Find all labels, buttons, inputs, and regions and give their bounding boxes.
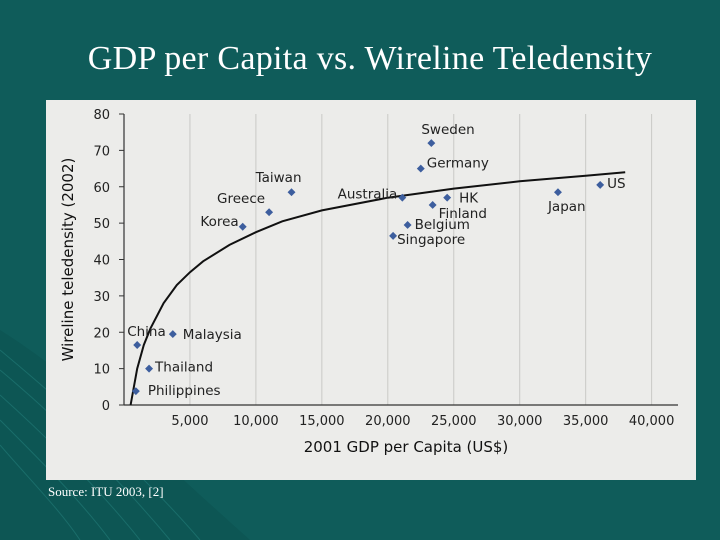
- data-point-label: Belgium: [415, 217, 470, 233]
- x-tick-label: 10,000: [233, 414, 279, 429]
- source-note: Source: ITU 2003, [2]: [48, 484, 164, 499]
- scatter-chart: 5,000 10,000 15,000 20,000 25,000 30,000 35,00…: [59, 108, 678, 456]
- data-point-label: Thailand: [154, 360, 213, 376]
- data-point-marker: [427, 139, 436, 148]
- data-point-marker: [287, 188, 296, 197]
- data-point-marker: [443, 193, 452, 202]
- y-tick-label: 50: [93, 217, 110, 232]
- data-point-marker: [145, 364, 154, 373]
- data-point-label: Taiwan: [255, 170, 302, 186]
- data-point-marker: [133, 341, 142, 349]
- y-tick-label: 0: [102, 399, 110, 414]
- data-point-marker: [389, 231, 398, 240]
- y-tick-label: 60: [93, 181, 110, 196]
- y-tick-label: 40: [93, 254, 110, 269]
- y-tick-label: 10: [93, 363, 110, 378]
- data-point-marker: [428, 200, 437, 209]
- data-point-marker: [265, 208, 274, 217]
- y-tick-label: 30: [93, 290, 110, 305]
- x-tick-label: 30,000: [497, 414, 543, 429]
- data-point-label: Australia: [338, 187, 398, 203]
- data-point-marker: [168, 330, 177, 339]
- y-tick-label: 20: [93, 326, 110, 341]
- x-axis-title: 2001 GDP per Capita (US$): [304, 438, 509, 456]
- data-point-marker: [238, 222, 247, 231]
- trend-line: [129, 171, 626, 406]
- x-tick-label: 15,000: [299, 414, 345, 429]
- data-point-marker: [416, 164, 425, 173]
- x-tick-label: 35,000: [563, 414, 609, 429]
- data-point-label: HK: [459, 191, 479, 207]
- y-tick-label: 70: [93, 144, 110, 159]
- y-axis-title: Wireline teledensity (2002): [59, 158, 77, 362]
- data-point-label: Singapore: [397, 232, 465, 248]
- y-tick-label: 80: [93, 108, 110, 123]
- data-point-marker: [596, 180, 605, 189]
- data-point-marker: [403, 220, 412, 229]
- data-point-label: Japan: [547, 199, 586, 215]
- data-point-label: Germany: [427, 156, 489, 172]
- data-point-label: Sweden: [421, 122, 474, 138]
- x-tick-label: 5,000: [171, 414, 208, 429]
- data-point-label: Korea: [200, 214, 238, 230]
- data-point-label: Greece: [217, 191, 265, 207]
- data-point-label: Philippines: [148, 383, 221, 399]
- data-point-label: China: [127, 324, 166, 340]
- data-point-label: Finland: [439, 206, 487, 222]
- x-tick-label: 20,000: [365, 414, 411, 429]
- x-tick-label: 25,000: [431, 414, 477, 429]
- x-tick-label: 40,000: [629, 414, 675, 429]
- data-point-label: Malaysia: [183, 327, 242, 343]
- data-point-marker: [554, 188, 562, 197]
- slide-title: GDP per Capita vs. Wireline Teledensity: [87, 40, 653, 77]
- chart-panel: 5,000 10,000 15,000 20,000 25,000 30,000 35,00…: [46, 100, 696, 480]
- data-point-label: US: [607, 176, 625, 192]
